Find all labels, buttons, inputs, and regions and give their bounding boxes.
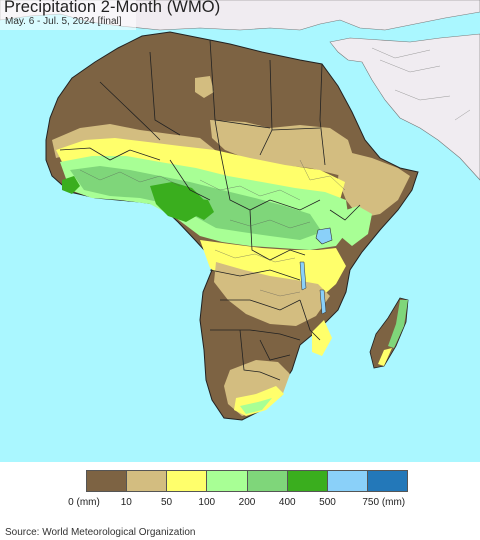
- lake-malawi: [319, 289, 327, 315]
- sahara-tan-patch: [195, 76, 214, 98]
- lake-tanganyika: [299, 261, 307, 291]
- legend-swatch: [327, 471, 368, 491]
- country-borders: [59, 39, 361, 381]
- legend-label: 500: [319, 497, 336, 508]
- legend-label: 750 (mm): [362, 497, 406, 508]
- legend-label: 200: [238, 497, 256, 508]
- source-credit: Source: World Meteorological Organizatio…: [5, 527, 196, 538]
- province-borders: [79, 159, 346, 297]
- legend-swatch: [287, 471, 328, 491]
- legend-label: 0 (mm): [68, 497, 100, 508]
- legend-label: 10: [120, 497, 132, 508]
- precipitation-map: Precipitation 2-Month (WMO) May. 6 - Jul…: [0, 0, 480, 462]
- east-coast-yellow: [312, 320, 332, 356]
- legend-label: 100: [198, 497, 216, 508]
- legend-label: 400: [278, 497, 296, 508]
- legend-swatch: [87, 471, 128, 491]
- lake-victoria: [315, 227, 333, 245]
- map-canvas: [0, 0, 480, 421]
- rain-heavy-nigeria: [150, 182, 204, 222]
- title-box: Precipitation 2-Month (WMO) May. 6 - Jul…: [0, 0, 220, 30]
- map-subtitle: May. 6 - Jul. 5, 2024 [final]: [5, 16, 122, 27]
- outside-region-middle-east: [329, 33, 480, 181]
- legend-color-bar: [86, 470, 408, 492]
- legend-swatch: [127, 471, 168, 491]
- madagascar-east-green: [388, 300, 408, 348]
- map-title: Precipitation 2-Month (WMO): [4, 0, 221, 16]
- legend-swatch: [207, 471, 248, 491]
- central-tan: [214, 262, 330, 326]
- legend-swatch: [247, 471, 288, 491]
- south-coast-green: [240, 398, 272, 414]
- legend-label: 50: [160, 497, 173, 508]
- sahara-tan-east: [210, 120, 356, 175]
- horn-tan: [338, 150, 410, 218]
- rain-heavy-cameroon: [190, 198, 214, 220]
- madagascar-east-yellow: [378, 348, 392, 366]
- legend-swatch: [367, 471, 407, 491]
- east-africa-green: [340, 206, 372, 246]
- rain-heavy-guinea: [62, 176, 80, 194]
- outside-region-arabia-inner: [371, 47, 471, 121]
- legend-swatch: [167, 471, 208, 491]
